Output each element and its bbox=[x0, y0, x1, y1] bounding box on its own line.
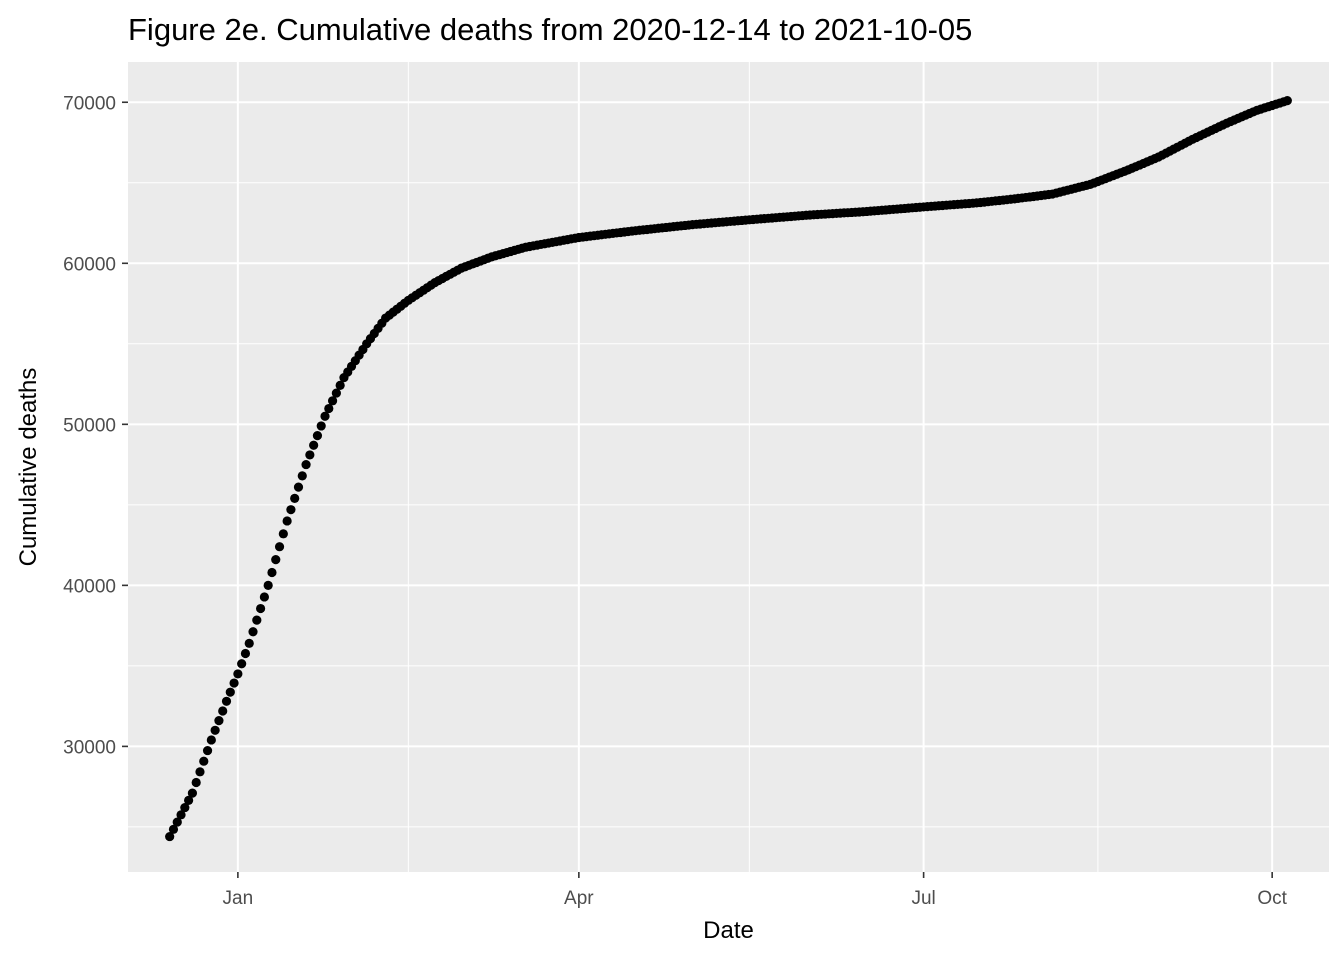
plot-panel bbox=[128, 62, 1329, 872]
data-point bbox=[244, 638, 254, 648]
data-point bbox=[282, 516, 292, 526]
data-point bbox=[233, 669, 243, 679]
y-tick-label: 30000 bbox=[63, 737, 116, 758]
data-point bbox=[301, 459, 311, 470]
data-point bbox=[221, 696, 232, 706]
x-tick-label: Apr bbox=[564, 888, 594, 909]
data-point bbox=[237, 659, 247, 669]
data-point bbox=[172, 817, 182, 827]
x-axis-title: Date bbox=[703, 917, 754, 944]
y-tick-label: 60000 bbox=[63, 254, 116, 275]
data-point bbox=[176, 810, 186, 820]
x-axis: Jan Apr Jul Oct bbox=[223, 872, 1288, 909]
data-point bbox=[206, 735, 216, 745]
data-point bbox=[320, 411, 330, 421]
data-point bbox=[191, 777, 201, 788]
data-point bbox=[263, 580, 273, 590]
data-point bbox=[225, 687, 235, 697]
data-point bbox=[187, 788, 198, 798]
data-point bbox=[316, 421, 326, 431]
x-tick-label: Jan bbox=[223, 888, 254, 909]
data-point bbox=[1282, 96, 1292, 106]
data-point bbox=[335, 380, 345, 390]
data-point bbox=[180, 802, 190, 813]
data-point bbox=[214, 716, 224, 726]
data-point bbox=[278, 529, 288, 539]
chart-title: Figure 2e. Cumulative deaths from 2020-1… bbox=[128, 12, 972, 47]
y-tick-label: 70000 bbox=[63, 93, 116, 114]
data-point bbox=[324, 403, 334, 414]
data-point bbox=[218, 706, 228, 716]
data-point bbox=[259, 592, 269, 602]
data-point bbox=[271, 554, 281, 565]
data-point bbox=[240, 648, 251, 659]
y-axis: 30000 40000 50000 60000 70000 bbox=[63, 93, 128, 758]
data-point bbox=[252, 615, 262, 625]
data-point bbox=[293, 482, 304, 492]
data-point bbox=[297, 471, 307, 481]
x-tick-label: Oct bbox=[1257, 888, 1287, 909]
data-point bbox=[199, 756, 209, 766]
data-point bbox=[286, 505, 296, 515]
x-tick-label: Jul bbox=[911, 888, 935, 909]
grid-minor bbox=[128, 62, 1329, 872]
data-point bbox=[195, 767, 205, 777]
data-point bbox=[202, 745, 213, 756]
data-point bbox=[305, 450, 315, 460]
data-points bbox=[165, 96, 1292, 842]
data-point bbox=[327, 396, 338, 406]
data-point bbox=[165, 831, 175, 842]
data-point bbox=[309, 440, 319, 450]
y-tick-label: 40000 bbox=[63, 576, 116, 597]
data-point bbox=[168, 824, 179, 834]
data-point bbox=[256, 603, 266, 614]
y-axis-title: Cumulative deaths bbox=[15, 368, 42, 567]
data-point bbox=[267, 567, 277, 578]
data-point bbox=[312, 430, 323, 441]
y-tick-label: 50000 bbox=[63, 415, 116, 436]
data-point bbox=[248, 627, 258, 637]
data-point bbox=[184, 795, 194, 805]
data-point bbox=[290, 493, 300, 504]
data-point bbox=[331, 388, 341, 398]
data-point bbox=[274, 542, 285, 552]
data-point bbox=[210, 725, 220, 735]
grid-major bbox=[128, 62, 1329, 872]
data-point bbox=[229, 678, 239, 688]
